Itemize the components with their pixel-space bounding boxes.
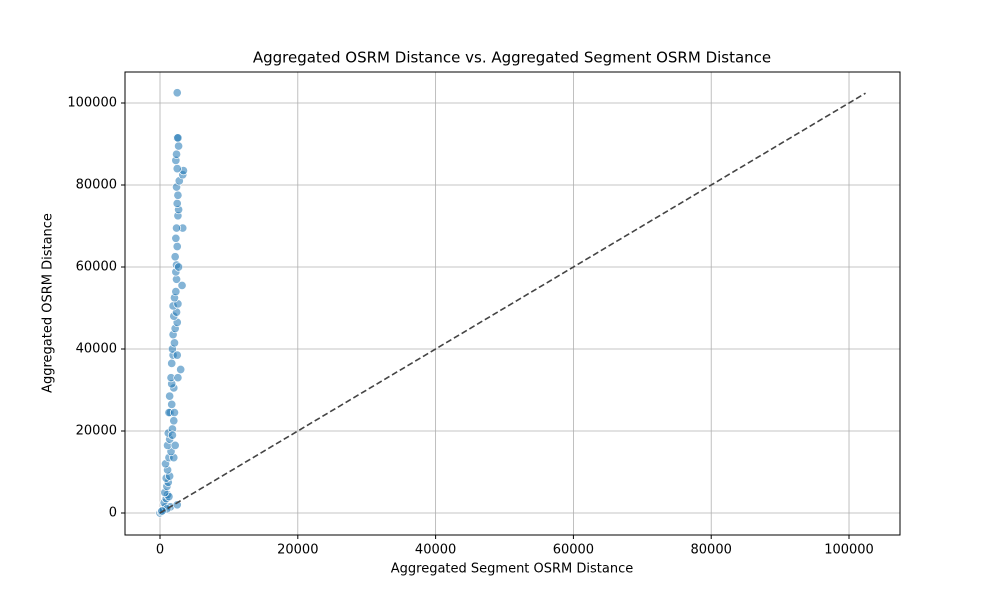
point bbox=[167, 430, 177, 440]
point bbox=[171, 287, 181, 297]
y-tick-label: 80000 bbox=[76, 177, 117, 192]
point bbox=[172, 88, 182, 98]
reference-line bbox=[159, 92, 866, 514]
y-tick-label: 40000 bbox=[76, 341, 117, 356]
y-tick-label: 100000 bbox=[67, 95, 117, 110]
point bbox=[172, 164, 182, 174]
point bbox=[171, 233, 181, 243]
x-tick-label: 40000 bbox=[415, 543, 456, 558]
point bbox=[174, 141, 184, 151]
chart-title: Aggregated OSRM Distance vs. Aggregated … bbox=[253, 49, 771, 67]
y-axis-label: Aggregated OSRM Distance bbox=[41, 213, 56, 393]
x-tick-label: 100000 bbox=[824, 543, 874, 558]
point bbox=[176, 364, 186, 375]
point bbox=[177, 280, 187, 290]
point bbox=[172, 500, 182, 510]
point bbox=[171, 223, 182, 233]
point bbox=[169, 416, 179, 426]
y-tick-label: 20000 bbox=[76, 423, 117, 438]
x-tick-label: 20000 bbox=[277, 543, 318, 558]
x-tick-label: 60000 bbox=[553, 543, 594, 558]
point bbox=[172, 198, 182, 208]
x-tick-label: 80000 bbox=[691, 543, 732, 558]
y-tick-label: 60000 bbox=[76, 259, 117, 274]
point bbox=[170, 440, 180, 450]
x-axis-label: Aggregated Segment OSRM Distance bbox=[391, 562, 634, 577]
point bbox=[170, 252, 180, 262]
point bbox=[167, 358, 177, 368]
point bbox=[173, 373, 183, 383]
point bbox=[167, 399, 177, 409]
point bbox=[174, 262, 184, 272]
point bbox=[173, 190, 183, 200]
point bbox=[171, 149, 182, 159]
point bbox=[172, 241, 182, 252]
point bbox=[165, 391, 175, 401]
plot-frame bbox=[124, 71, 901, 536]
x-tick-label: 0 bbox=[156, 543, 164, 558]
point bbox=[172, 350, 182, 360]
point bbox=[173, 133, 183, 143]
point bbox=[169, 407, 180, 418]
point bbox=[169, 338, 180, 348]
y-tick-label: 0 bbox=[109, 505, 117, 520]
